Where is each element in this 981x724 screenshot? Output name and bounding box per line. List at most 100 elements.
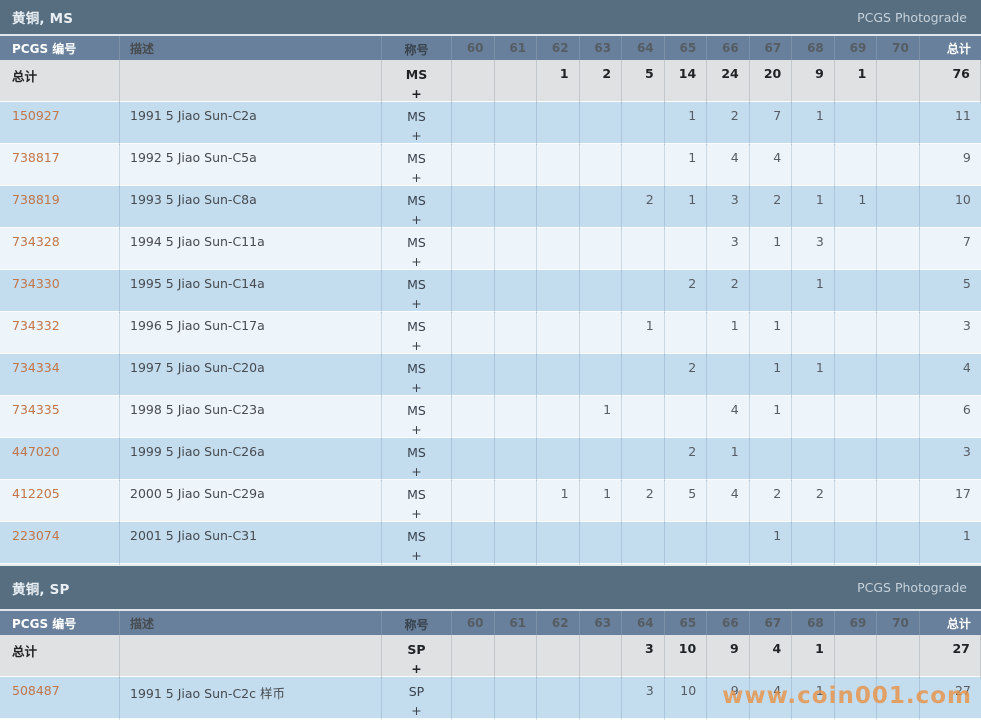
- grade-count-cell: [537, 102, 580, 145]
- col-header-grade[interactable]: 69: [835, 36, 878, 60]
- photograde-link[interactable]: PCGS Photograde: [857, 580, 967, 595]
- grade-count-cell: 1: [665, 102, 708, 145]
- pcgs-number-link[interactable]: 738819: [12, 192, 60, 207]
- grade-count-cell: [452, 480, 495, 523]
- grade-count-cell: [622, 522, 665, 565]
- total-row: 总计 MS + 1 2 5 14 24 20 9 1 76: [0, 60, 981, 103]
- grade-count-cell: 9: [792, 60, 835, 103]
- col-header-grade[interactable]: 63: [580, 36, 623, 60]
- grade-count-cell: 2: [707, 270, 750, 313]
- col-header-pcgs-number[interactable]: PCGS 编号: [0, 611, 120, 635]
- col-header-grade[interactable]: 65: [665, 36, 708, 60]
- pcgs-number-link[interactable]: 734330: [12, 276, 60, 291]
- pcgs-number-link[interactable]: 412205: [12, 486, 60, 501]
- grade-count-cell: 1: [792, 270, 835, 313]
- grade-count-cell: [835, 312, 878, 355]
- designation-cell: SP +: [382, 677, 452, 720]
- col-header-grade[interactable]: 68: [792, 611, 835, 635]
- coin-description: 1998 5 Jiao Sun-C23a: [120, 396, 382, 439]
- col-header-description[interactable]: 描述: [120, 36, 382, 60]
- col-header-grade[interactable]: 60: [452, 611, 495, 635]
- grade-count-cell: [835, 102, 878, 145]
- col-header-grade[interactable]: 64: [622, 36, 665, 60]
- coin-description: 1997 5 Jiao Sun-C20a: [120, 354, 382, 397]
- grade-count-cell: [835, 480, 878, 523]
- grade-count-cell: [877, 270, 920, 313]
- grade-count-cell: [580, 228, 623, 271]
- designation-cell: MS +: [382, 60, 452, 103]
- col-header-grade[interactable]: 65: [665, 611, 708, 635]
- designation-grade-prefix: MS: [407, 277, 426, 292]
- grade-count-cell: [835, 522, 878, 565]
- pcgs-number-link[interactable]: 734334: [12, 360, 60, 375]
- row-total: 3: [962, 444, 971, 459]
- col-header-grade[interactable]: 70: [877, 611, 920, 635]
- col-header-grade[interactable]: 66: [707, 611, 750, 635]
- col-header-grade[interactable]: 61: [495, 611, 538, 635]
- pcgs-number-link[interactable]: 734328: [12, 234, 60, 249]
- grade-count-cell: 1: [665, 186, 708, 229]
- col-header-total[interactable]: 总计: [946, 616, 971, 631]
- grade-count-cell: [877, 186, 920, 229]
- grade-count-cell: 2: [665, 438, 708, 481]
- designation-plus: +: [411, 212, 422, 227]
- col-header-grade[interactable]: 70: [877, 36, 920, 60]
- pcgs-number-cell: 412205: [0, 480, 120, 523]
- row-total: 11: [954, 108, 971, 123]
- col-header-total[interactable]: 总计: [946, 41, 971, 56]
- pcgs-number-cell: 738817: [0, 144, 120, 187]
- grade-count-cell: 1: [792, 186, 835, 229]
- col-header-grade[interactable]: 60: [452, 36, 495, 60]
- pcgs-number-link[interactable]: 738817: [12, 150, 60, 165]
- grade-count-cell: [622, 438, 665, 481]
- pcgs-number-link[interactable]: 508487: [12, 683, 60, 698]
- grade-count-cell: 2: [622, 480, 665, 523]
- pcgs-number-link[interactable]: 223074: [12, 528, 60, 543]
- col-header-grade[interactable]: 64: [622, 611, 665, 635]
- grade-count-cell: [537, 522, 580, 565]
- grade-count-cell: 1: [835, 60, 878, 103]
- grade-count-cell: [707, 522, 750, 565]
- col-header-grade[interactable]: 62: [537, 611, 580, 635]
- photograde-link[interactable]: PCGS Photograde: [857, 9, 967, 25]
- grade-count-cell: [452, 396, 495, 439]
- col-header-designation[interactable]: 称号: [382, 36, 452, 60]
- grade-count-cell: [580, 144, 623, 187]
- grade-count-cell: [622, 102, 665, 145]
- col-header-grade[interactable]: 61: [495, 36, 538, 60]
- grade-count-cell: 3: [622, 635, 665, 678]
- col-header-grade[interactable]: 67: [750, 36, 793, 60]
- grade-count-cell: 1: [707, 438, 750, 481]
- designation-grade-prefix: MS: [407, 235, 426, 250]
- grade-count-cell: [495, 228, 538, 271]
- col-header-grade[interactable]: 66: [707, 36, 750, 60]
- pcgs-number-link[interactable]: 447020: [12, 444, 60, 459]
- grade-count-cell: 4: [707, 480, 750, 523]
- col-header-grade[interactable]: 69: [835, 611, 878, 635]
- grade-count-cell: 4: [750, 144, 793, 187]
- grade-count-cell: [877, 102, 920, 145]
- grade-count-cell: [537, 186, 580, 229]
- col-header-grade[interactable]: 67: [750, 611, 793, 635]
- grade-count-cell: [877, 60, 920, 103]
- col-header-grade[interactable]: 68: [792, 36, 835, 60]
- designation-plus: +: [411, 506, 422, 521]
- grade-count-cell: [452, 522, 495, 565]
- pcgs-number-link[interactable]: 734335: [12, 402, 60, 417]
- pcgs-number-link[interactable]: 150927: [12, 108, 60, 123]
- designation-cell: MS +: [382, 102, 452, 145]
- grade-count-cell: [707, 354, 750, 397]
- col-header-grade[interactable]: 63: [580, 611, 623, 635]
- designation-grade-prefix: MS: [405, 67, 428, 82]
- col-header-grade[interactable]: 62: [537, 36, 580, 60]
- grade-count-cell: [495, 270, 538, 313]
- pcgs-number-cell: 508487: [0, 677, 120, 720]
- grade-count-cell: [877, 677, 920, 720]
- col-header-designation[interactable]: 称号: [382, 611, 452, 635]
- pcgs-number-link[interactable]: 734332: [12, 318, 60, 333]
- grade-count-cell: [452, 677, 495, 720]
- grade-count-cell: 1: [707, 312, 750, 355]
- col-header-description[interactable]: 描述: [120, 611, 382, 635]
- grade-count-cell: [452, 635, 495, 678]
- col-header-pcgs-number[interactable]: PCGS 编号: [0, 36, 120, 60]
